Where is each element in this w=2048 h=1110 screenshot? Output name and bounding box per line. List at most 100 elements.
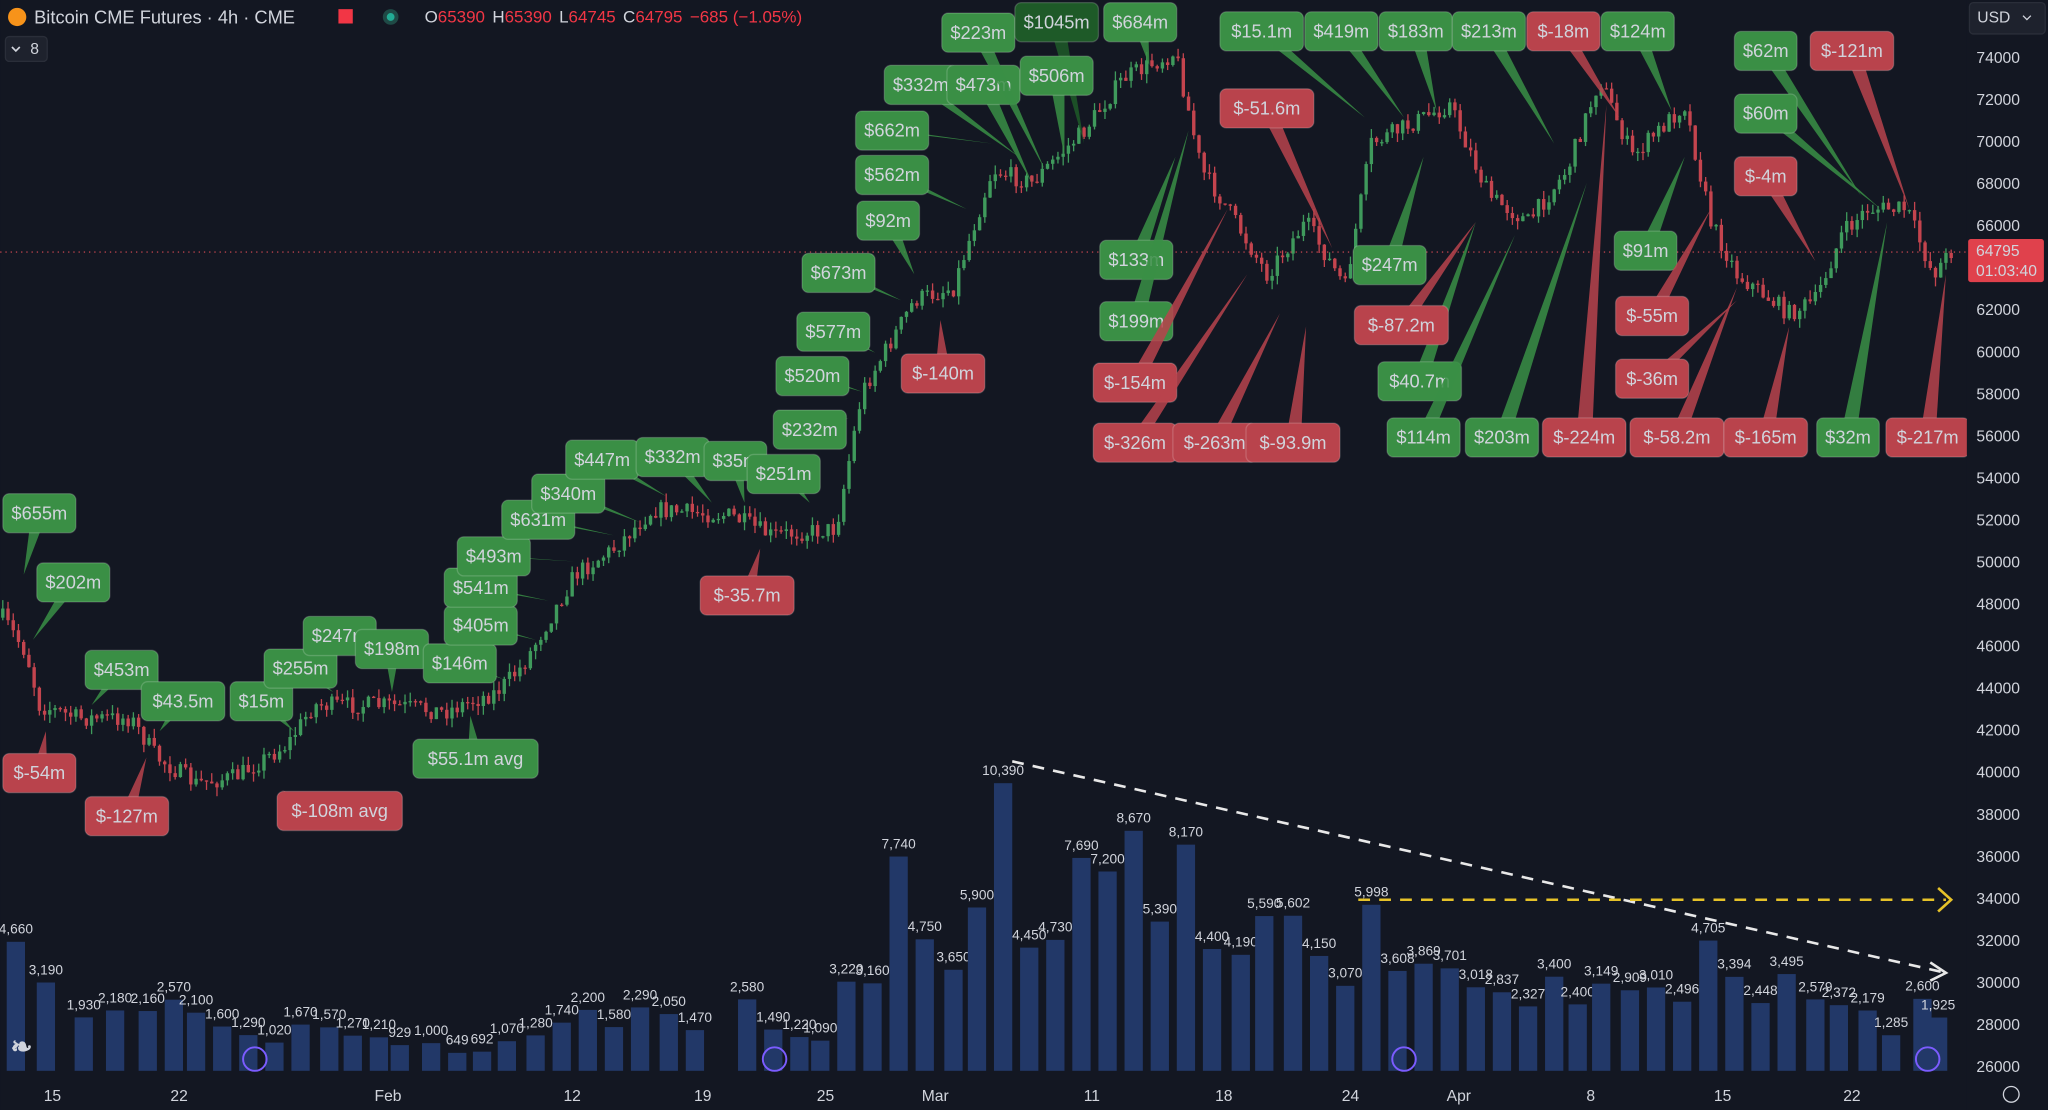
volume-bar: [1202, 949, 1222, 1071]
candle-body: [236, 769, 240, 780]
volume-label: 7,740: [881, 836, 916, 851]
candle-body: [1573, 138, 1577, 167]
volume-bar: [552, 1022, 571, 1071]
candle-body: [539, 639, 543, 645]
flow-text: $340m: [540, 483, 596, 504]
candle-body: [784, 529, 789, 532]
candle-body: [1834, 248, 1838, 269]
price-tick-label: 70000: [1976, 134, 2020, 151]
candle-body: [1845, 220, 1849, 233]
candle-body: [147, 737, 151, 745]
flag[interactable]: [338, 9, 353, 24]
open: 65390: [438, 8, 485, 27]
candle-body: [1933, 267, 1938, 278]
flow-text: $577m: [805, 321, 861, 342]
candle-body: [398, 704, 402, 706]
close: 64795: [635, 8, 682, 27]
flow-pointer: [1253, 31, 1365, 118]
flow-text: $40.7m: [1389, 370, 1450, 391]
volume-bar: [213, 1026, 232, 1071]
candle-body: [580, 562, 585, 579]
flow-label: $493m: [456, 536, 575, 577]
flow-text: $-87.2m: [1368, 314, 1435, 335]
candle-body: [1568, 166, 1572, 175]
volume-bar: [889, 856, 908, 1071]
candle-body: [936, 298, 940, 301]
flow-label: $251m: [746, 453, 821, 503]
candle-body: [63, 709, 68, 713]
volume-bar: [967, 907, 987, 1071]
candle-body: [1145, 60, 1149, 75]
candle-body: [105, 714, 109, 716]
volume-label: 1,285: [1874, 1015, 1909, 1030]
candle-body: [481, 695, 486, 707]
session-markers: [242, 1046, 1941, 1072]
candle-body: [1071, 143, 1076, 146]
flow-label: $1045m: [1014, 1, 1100, 144]
candle-body: [84, 718, 89, 726]
candle-body: [821, 536, 825, 538]
flow-box: [854, 154, 930, 196]
candle-body: [1562, 174, 1567, 180]
candle-body: [993, 174, 997, 182]
flow-box: [1733, 93, 1798, 134]
price-tick-label: 30000: [1976, 975, 2020, 992]
candle-body: [513, 671, 517, 677]
candle-body: [429, 712, 433, 720]
volume-bar: [1124, 830, 1143, 1071]
candle-body: [988, 181, 992, 198]
candle-body: [298, 719, 303, 736]
volume-bar: [6, 941, 25, 1071]
volume-label: 2,448: [1743, 983, 1778, 998]
candle-body: [518, 667, 522, 677]
flow-box: [856, 200, 921, 241]
candle-body: [842, 488, 846, 522]
volume-label: 3,070: [1328, 966, 1363, 981]
flow-text: $1045m: [1024, 11, 1090, 32]
volume-bar: [1725, 976, 1744, 1071]
candle-body: [1578, 138, 1583, 142]
candle-body: [716, 518, 721, 521]
volume-bar: [186, 1012, 206, 1071]
volume-bar: [1388, 970, 1407, 1071]
trend-line: [1011, 760, 1947, 975]
flow-label: $541m: [443, 567, 549, 608]
volume-bar: [1673, 1001, 1692, 1071]
candle-body: [21, 641, 26, 655]
volume-bar: [369, 1037, 389, 1071]
settings-gear[interactable]: [2002, 1085, 2020, 1103]
flow-text: $506m: [1029, 65, 1085, 86]
candle-body: [528, 651, 533, 669]
volume-label: 5,590: [1247, 896, 1282, 911]
flow-label: $114m: [1386, 235, 1516, 458]
candle-body: [1484, 180, 1488, 183]
candle-body: [1333, 258, 1337, 269]
volume-label: 3,394: [1717, 957, 1752, 972]
candle-body: [758, 521, 762, 526]
price-tick-label: 38000: [1976, 807, 2020, 824]
candle-body: [915, 303, 919, 306]
candle-body: [1876, 209, 1880, 213]
volume-bar: [74, 1017, 93, 1071]
candle-body: [215, 783, 219, 788]
indicators-toggle[interactable]: [4, 35, 48, 63]
flow-pointer: [975, 84, 1032, 183]
price-tick-label: 46000: [1976, 639, 2020, 656]
volume-label: 2,179: [1850, 990, 1884, 1005]
flow-text: $332m: [645, 446, 701, 467]
currency-button[interactable]: [1968, 1, 2046, 35]
candle-body: [335, 696, 339, 700]
candle-body: [189, 767, 193, 785]
flow-label: $-18m: [1526, 11, 1620, 118]
candle-body: [27, 654, 31, 668]
candle-body: [1265, 263, 1269, 281]
candle-body: [1630, 135, 1635, 153]
volume-bar: [1098, 871, 1117, 1071]
symbol: Bitcoin CME Futures · 4h · CME: [34, 6, 295, 27]
volume-label: 1,210: [362, 1017, 397, 1032]
volume-bar: [837, 981, 856, 1071]
flow-label: $520m: [775, 355, 863, 397]
candle-body: [544, 631, 548, 640]
volume-label: 4,400: [1195, 929, 1230, 944]
candle-body: [690, 503, 695, 512]
